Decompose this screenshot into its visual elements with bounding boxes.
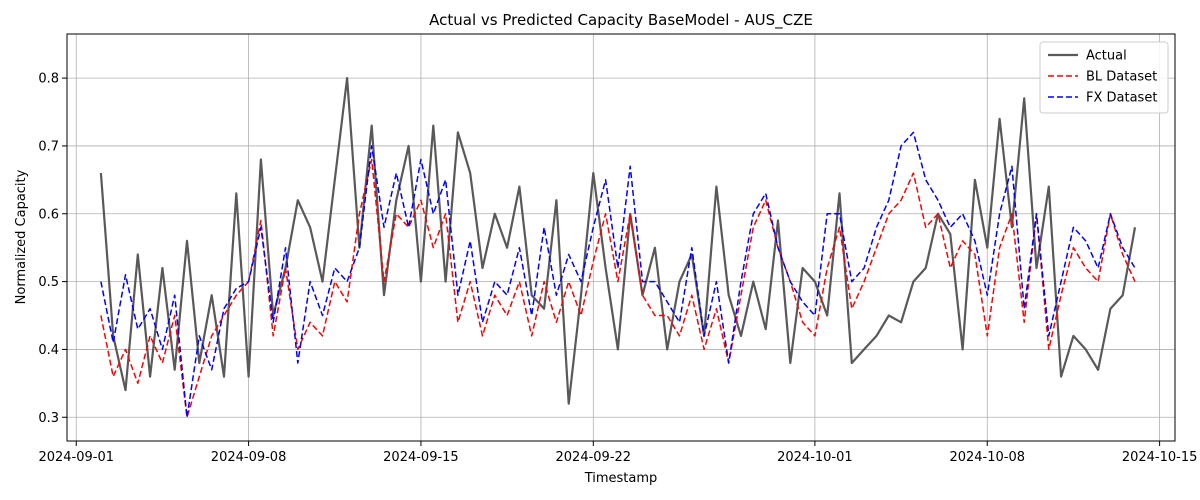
y-axis-label: Normalized Capacity: [14, 169, 29, 304]
y-tick-label: 0.6: [38, 207, 59, 222]
legend-label: BL Dataset: [1086, 70, 1157, 85]
legend-label: FX Dataset: [1086, 91, 1157, 106]
legend: Actual BL Dataset FX Dataset: [1039, 41, 1169, 114]
series-line-bl-dataset: [100, 158, 1136, 419]
y-tick-label: 0.7: [38, 139, 59, 154]
x-tick-label: 2024-09-08: [211, 450, 287, 465]
x-tick-label: 2024-10-08: [949, 450, 1025, 465]
series-group: [99, 76, 1137, 419]
x-tick-label: 2024-09-22: [556, 450, 632, 465]
series-line-actual: [99, 76, 1137, 405]
y-tick-label: 0.3: [38, 411, 59, 426]
x-tick-label: 2024-10-15: [1122, 450, 1198, 465]
x-tick-label: 2024-10-01: [777, 450, 853, 465]
x-tick-label: 2024-09-15: [383, 450, 459, 465]
x-axis-label: Timestamp: [584, 471, 658, 486]
y-tick-label: 0.4: [38, 343, 59, 358]
axis-ticks: 2024-09-01 2024-09-08 2024-09-15 2024-09-22…: [38, 72, 1197, 465]
chart-title: Actual vs Predicted Capacity BaseModel -…: [429, 11, 813, 30]
plot-frame: [66, 33, 1176, 442]
x-tick-label: 2024-09-01: [38, 450, 114, 465]
series-line-fx-dataset: [100, 131, 1136, 419]
legend-box: [1039, 41, 1169, 114]
y-tick-label: 0.8: [38, 72, 59, 87]
y-tick-label: 0.5: [38, 275, 59, 290]
legend-label: Actual: [1086, 49, 1127, 64]
